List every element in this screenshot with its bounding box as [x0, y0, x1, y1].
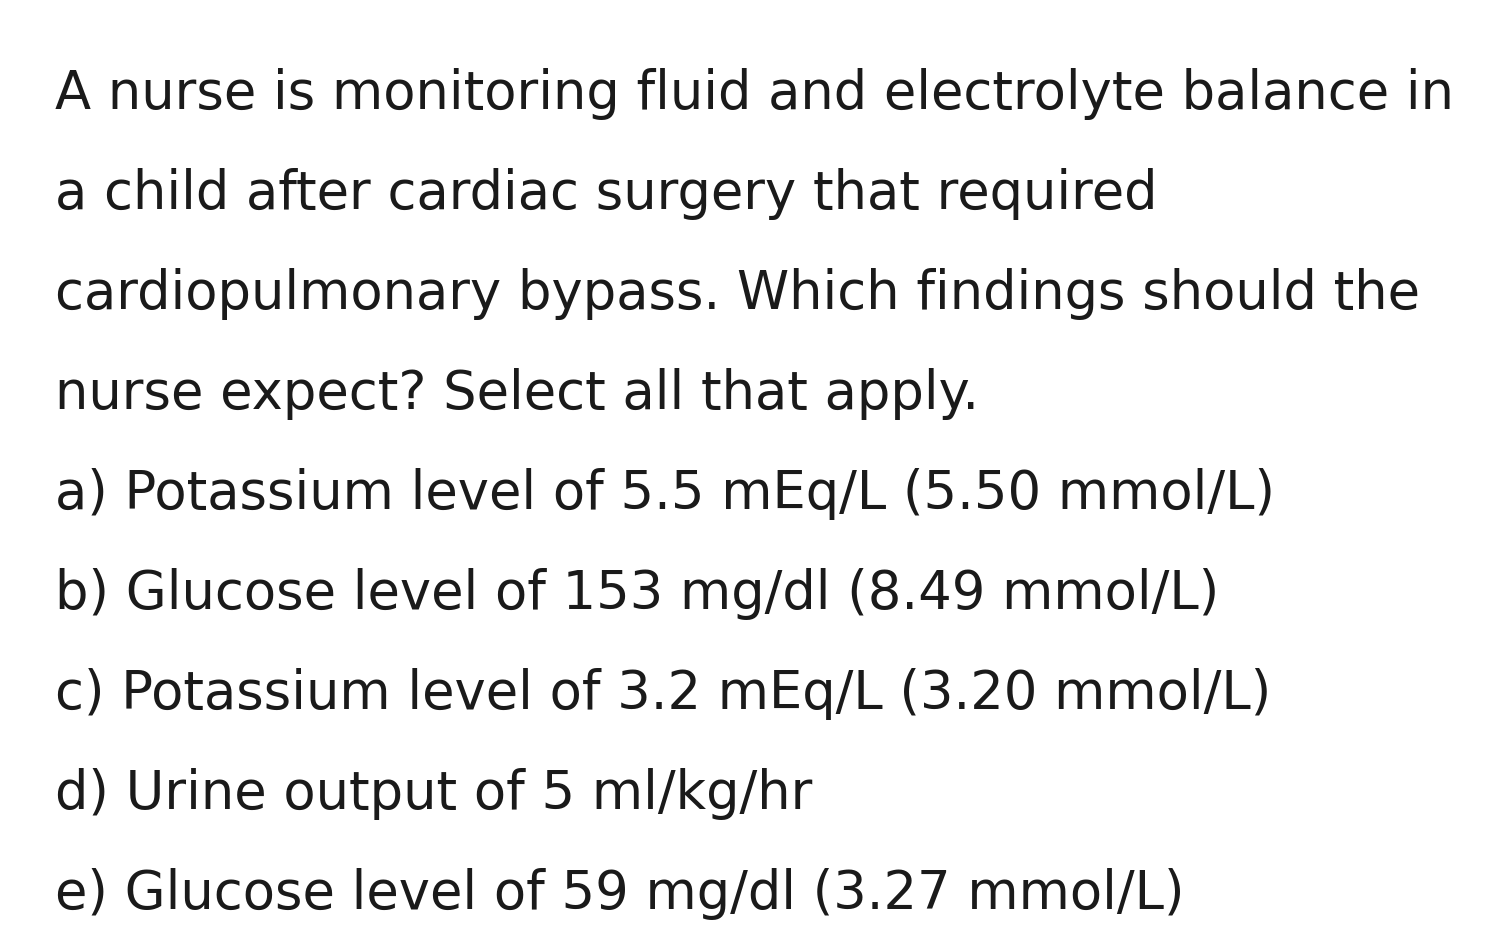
Text: a child after cardiac surgery that required: a child after cardiac surgery that requi…	[56, 168, 1158, 220]
Text: e) Glucose level of 59 mg/dl (3.27 mmol/L): e) Glucose level of 59 mg/dl (3.27 mmol/…	[56, 868, 1185, 920]
Text: A nurse is monitoring fluid and electrolyte balance in: A nurse is monitoring fluid and electrol…	[56, 68, 1454, 120]
Text: c) Potassium level of 3.2 mEq/L (3.20 mmol/L): c) Potassium level of 3.2 mEq/L (3.20 mm…	[56, 668, 1270, 720]
Text: b) Glucose level of 153 mg/dl (8.49 mmol/L): b) Glucose level of 153 mg/dl (8.49 mmol…	[56, 568, 1219, 620]
Text: cardiopulmonary bypass. Which findings should the: cardiopulmonary bypass. Which findings s…	[56, 268, 1420, 320]
Text: a) Potassium level of 5.5 mEq/L (5.50 mmol/L): a) Potassium level of 5.5 mEq/L (5.50 mm…	[56, 468, 1275, 520]
Text: nurse expect? Select all that apply.: nurse expect? Select all that apply.	[56, 368, 980, 420]
Text: d) Urine output of 5 ml/kg/hr: d) Urine output of 5 ml/kg/hr	[56, 768, 813, 820]
